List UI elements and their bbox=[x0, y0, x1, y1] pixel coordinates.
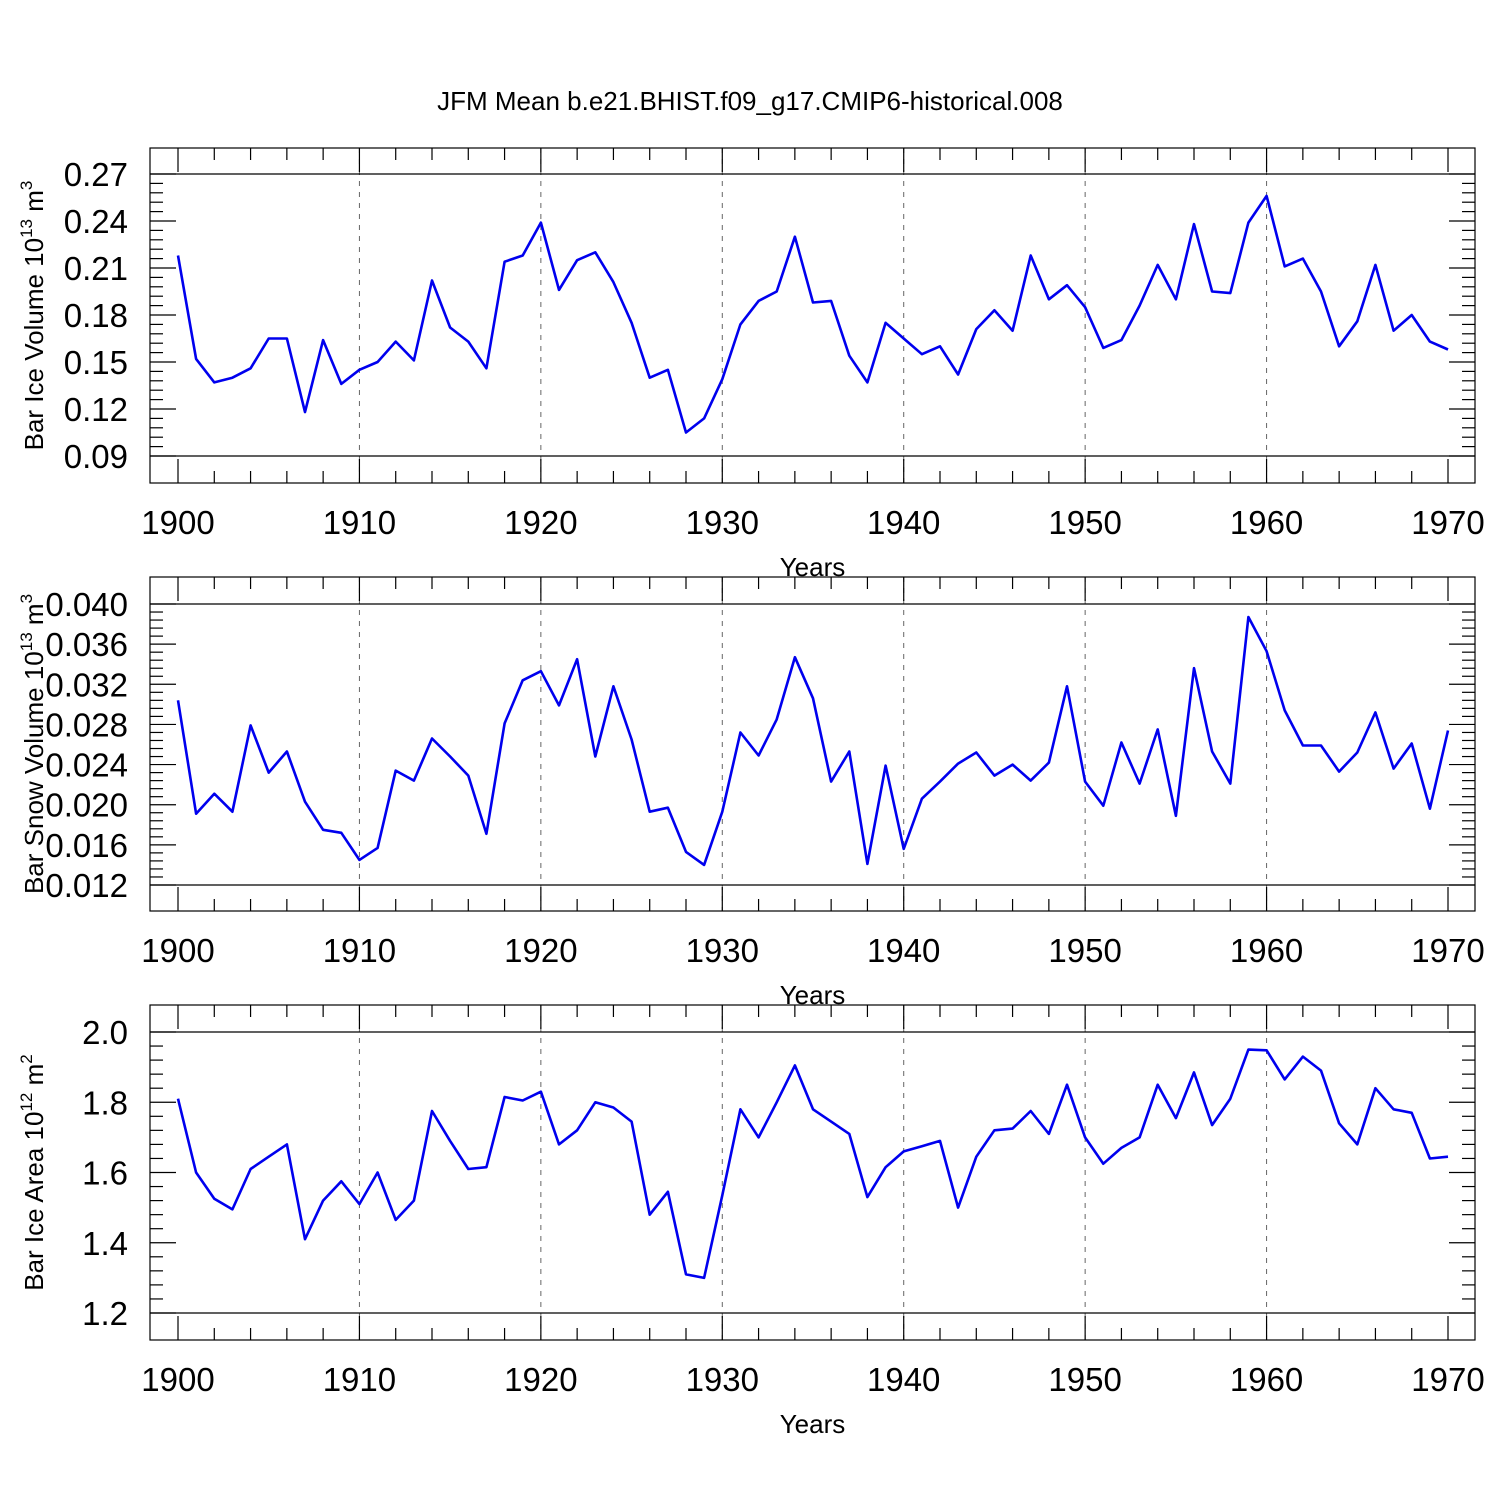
panels: 0.09 0.12 0.15 0.18 0.21 0.24 0.27 1900 1910 1920… bbox=[17, 147, 1485, 1439]
x-tick-label: 1900 bbox=[141, 932, 214, 969]
x-tick-label: 1910 bbox=[323, 932, 396, 969]
y-axis-title-unit-exponent: 3 bbox=[17, 181, 36, 190]
x-tick-label: 1940 bbox=[867, 1361, 940, 1398]
x-tick-label: 1920 bbox=[504, 932, 577, 969]
y-tick-label: 1.6 bbox=[82, 1155, 128, 1192]
y-tick-label: 0.27 bbox=[64, 156, 128, 193]
y-tick-label: 0.012 bbox=[45, 867, 128, 904]
series-line-ice-area bbox=[176, 1048, 1449, 1280]
x-tick-label: 1960 bbox=[1230, 504, 1303, 541]
x-axis-title: Years bbox=[780, 1409, 846, 1439]
y-axis-title-unit-exponent: 3 bbox=[17, 594, 36, 603]
plot-frame bbox=[149, 576, 1476, 912]
y-axis-title: Bar Snow Volume 1013 m3 bbox=[17, 594, 49, 894]
y-axis-title-unit: m bbox=[19, 603, 49, 632]
y-tick-label: 0.09 bbox=[64, 438, 128, 475]
y-tick-label: 0.24 bbox=[64, 203, 128, 240]
x-tick-label: 1900 bbox=[141, 504, 214, 541]
x-tick-label: 1930 bbox=[686, 504, 759, 541]
y-axis-title-unit: m bbox=[19, 1064, 49, 1093]
plot-frame bbox=[149, 147, 1476, 484]
y-axis-title-unit-exponent: 2 bbox=[17, 1054, 36, 1063]
x-tick-label: 1950 bbox=[1048, 932, 1121, 969]
y-tick-label: 0.18 bbox=[64, 297, 128, 334]
series-line-snow-volume bbox=[176, 615, 1450, 867]
chart-ice-volume: 0.09 0.12 0.15 0.18 0.21 0.24 0.27 1900 1910 1920… bbox=[17, 147, 1485, 582]
x-tick-label: 1960 bbox=[1230, 932, 1303, 969]
y-axis-title-exponent: 13 bbox=[17, 219, 36, 238]
y-tick-label: 0.024 bbox=[45, 747, 128, 784]
x-tick-label: 1950 bbox=[1048, 504, 1121, 541]
x-tick-label: 1920 bbox=[504, 1361, 577, 1398]
series-line-ice-volume bbox=[176, 194, 1449, 434]
y-tick-label: 0.15 bbox=[64, 344, 128, 381]
y-axis-title-exponent: 12 bbox=[17, 1093, 36, 1112]
y-tick-label: 1.8 bbox=[82, 1084, 128, 1121]
y-tick-label: 0.016 bbox=[45, 827, 128, 864]
x-tick-label: 1910 bbox=[323, 1361, 396, 1398]
y-tick-label: 1.2 bbox=[82, 1295, 128, 1332]
x-tick-label: 1940 bbox=[867, 504, 940, 541]
x-tick-label: 1900 bbox=[141, 1361, 214, 1398]
y-tick-label: 0.036 bbox=[45, 626, 128, 663]
y-tick-label: 1.4 bbox=[82, 1225, 128, 1262]
y-axis-title-text: Bar Ice Area 10 bbox=[19, 1112, 49, 1291]
y-tick-label: 0.032 bbox=[45, 666, 128, 703]
x-tick-label: 1930 bbox=[686, 1361, 759, 1398]
plot-frame bbox=[149, 1004, 1476, 1341]
y-tick-label: 0.21 bbox=[64, 250, 128, 287]
x-tick-label: 1950 bbox=[1048, 1361, 1121, 1398]
x-tick-label: 1910 bbox=[323, 504, 396, 541]
y-tick-label: 0.040 bbox=[45, 586, 128, 623]
y-tick-label: 0.12 bbox=[64, 391, 128, 428]
x-tick-label: 1930 bbox=[686, 932, 759, 969]
figure-title: JFM Mean b.e21.BHIST.f09_g17.CMIP6-histo… bbox=[437, 86, 1063, 116]
chart-ice-area: 1.2 1.4 1.6 1.8 2.0 1900 1910 1920 1930 1940 1950 1… bbox=[17, 1004, 1485, 1439]
x-tick-label: 1970 bbox=[1411, 504, 1484, 541]
y-axis-title-text: Bar Ice Volume 10 bbox=[19, 238, 49, 450]
y-axis-title: Bar Ice Volume 1013 m3 bbox=[17, 181, 49, 451]
x-tick-label: 1970 bbox=[1411, 1361, 1484, 1398]
x-tick-label: 1940 bbox=[867, 932, 940, 969]
y-axis-title-unit: m bbox=[19, 190, 49, 219]
y-axis-title: Bar Ice Area 1012 m2 bbox=[17, 1054, 49, 1291]
y-axis-title-exponent: 13 bbox=[17, 632, 36, 651]
y-tick-label: 0.028 bbox=[45, 706, 128, 743]
x-tick-label: 1960 bbox=[1230, 1361, 1303, 1398]
y-tick-label: 2.0 bbox=[82, 1014, 128, 1051]
x-tick-label: 1970 bbox=[1411, 932, 1484, 969]
y-tick-label: 0.020 bbox=[45, 787, 128, 824]
y-axis-title-text: Bar Snow Volume 10 bbox=[19, 651, 49, 894]
x-tick-label: 1920 bbox=[504, 504, 577, 541]
